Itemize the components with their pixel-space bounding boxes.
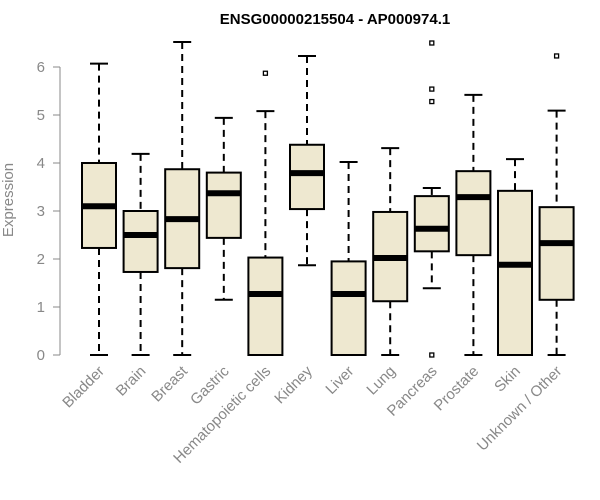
x-tick-label: Prostate [431, 363, 483, 415]
y-tick-label: 5 [37, 107, 45, 124]
x-tick-label: Lung [363, 363, 399, 399]
y-tick-label: 6 [37, 59, 45, 76]
outlier-point [429, 352, 435, 358]
box-gastric [205, 116, 242, 301]
box-kidney [289, 54, 325, 267]
outlier-point [429, 86, 435, 92]
iqr-box [330, 260, 367, 356]
x-tick-label: Skin [491, 363, 524, 396]
iqr-box [538, 206, 575, 301]
box-prostate [455, 93, 492, 356]
box-lung [372, 147, 409, 356]
y-tick-label: 4 [37, 155, 45, 172]
box-pancreas [413, 40, 450, 358]
y-tick-label: 0 [37, 347, 45, 364]
box-breast [164, 41, 201, 356]
x-tick-label: Kidney [271, 362, 316, 407]
iqr-box [455, 170, 492, 257]
box-liver [330, 161, 367, 356]
iqr-box [247, 256, 284, 356]
box-skin [497, 158, 533, 356]
x-tick-label: Liver [322, 363, 357, 398]
iqr-box [205, 171, 242, 239]
y-axis-label: Expression [0, 163, 17, 237]
chart-title: ENSG00000215504 - AP000974.1 [220, 11, 450, 28]
outlier-point [262, 70, 269, 76]
x-tick-label: Breast [148, 362, 191, 405]
y-tick-label: 2 [37, 251, 45, 268]
outlier-point [429, 98, 435, 105]
box-hematopoietic-cells [247, 70, 284, 356]
y-tick-label: 1 [37, 299, 45, 316]
outlier-point [553, 53, 560, 59]
x-tick-label: Bladder [59, 363, 108, 412]
box-brain [122, 152, 159, 356]
iqr-box [413, 195, 450, 253]
y-tick-label: 3 [37, 203, 45, 220]
box-bladder [81, 62, 117, 356]
box-unknown-other [538, 53, 575, 356]
iqr-box [289, 143, 325, 211]
outlier-point [429, 40, 435, 46]
iqr-box [497, 189, 533, 356]
iqr-box [122, 210, 159, 273]
x-tick-label: Brain [113, 363, 150, 400]
